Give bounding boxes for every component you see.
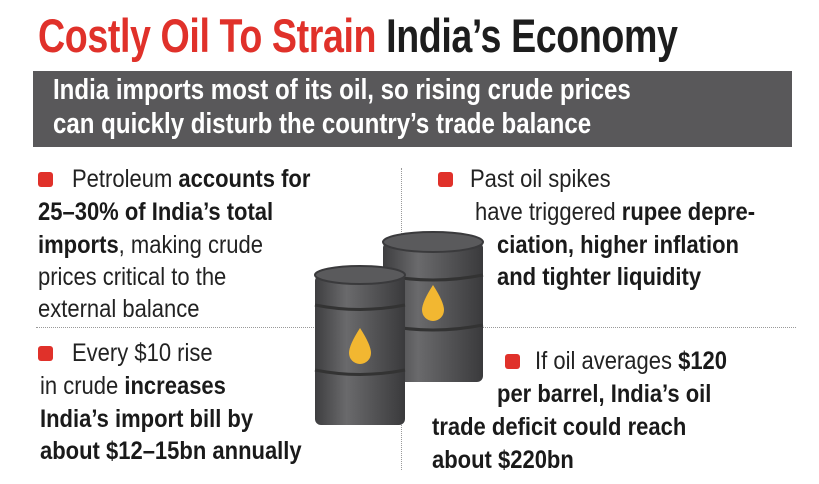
text-bold: and tighter liquidity — [497, 263, 702, 291]
text: Petroleum — [72, 165, 179, 193]
summary-banner: India imports most of its oil, so rising… — [33, 71, 792, 147]
bullet-icon — [438, 172, 453, 187]
text-bold: rupee depre- — [621, 198, 756, 226]
text-bold: increases — [124, 372, 226, 400]
text: in crude — [40, 372, 125, 400]
bullet-icon — [38, 172, 53, 187]
text-bold: $120 — [678, 347, 728, 375]
text: have triggered — [475, 198, 622, 226]
bullet-icon — [505, 354, 520, 369]
text: prices critical to the — [38, 263, 227, 291]
text: Past oil spikes — [470, 165, 611, 193]
text-bold: trade deficit could reach — [432, 413, 687, 441]
text-bold: about $12–15bn annually — [40, 437, 302, 465]
banner-line-2: can quickly disturb the country’s trade … — [53, 108, 592, 140]
text-bold: ciation, higher inflation — [497, 231, 739, 259]
banner-line-1: India imports most of its oil, so rising… — [53, 74, 631, 106]
headline-red: Costly Oil To Strain — [38, 9, 377, 62]
oil-barrels-icon — [314, 231, 484, 425]
text: external balance — [38, 295, 200, 323]
headline: Costly Oil To Strain India’s Economy — [38, 8, 678, 63]
headline-dark: India’s Economy — [386, 9, 678, 62]
text-bold: accounts for — [178, 165, 311, 193]
text: Every $10 rise — [72, 339, 213, 367]
bullet-icon — [38, 346, 53, 361]
text-bold: India’s import bill by — [40, 405, 254, 433]
text-bold: per barrel, India’s oil — [497, 380, 712, 408]
text-bold: 25–30% of India’s total — [38, 198, 274, 226]
front-barrel-icon — [314, 265, 406, 425]
text-bold: imports — [38, 231, 119, 259]
text: , making crude — [118, 231, 263, 259]
text: If oil averages — [535, 347, 679, 375]
text-bold: about $220bn — [432, 446, 574, 474]
